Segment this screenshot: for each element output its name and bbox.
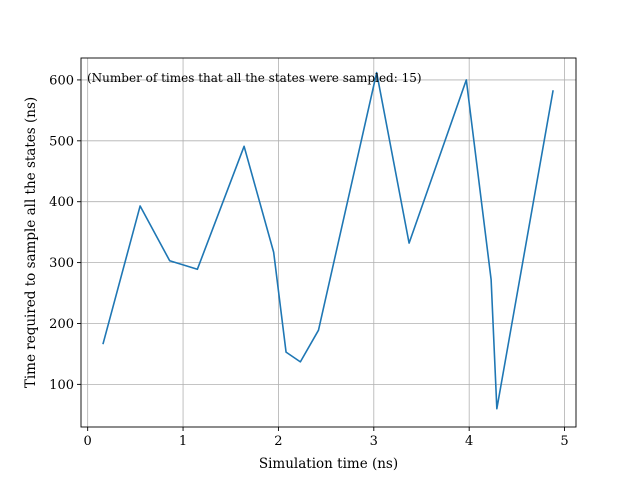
x-tick-label: 4 (465, 434, 473, 449)
x-tick-label: 0 (84, 434, 92, 449)
y-tick-label: 500 (49, 134, 74, 149)
chart-annotation: (Number of times that all the states wer… (87, 71, 422, 85)
y-tick-label: 600 (49, 73, 74, 88)
axis-ticks: 0 1 2 3 4 5 100 200 300 400 500 600 (49, 73, 569, 449)
x-tick-label: 3 (370, 434, 378, 449)
y-tick-label: 300 (49, 256, 74, 271)
y-tick-label: 400 (49, 195, 74, 210)
x-tick-label: 2 (274, 434, 282, 449)
plot-lines (102, 71, 554, 410)
plot-frame (80, 57, 577, 428)
series-line (102, 71, 554, 410)
x-axis-label: Simulation time (ns) (259, 456, 398, 472)
x-tick-label: 1 (179, 434, 187, 449)
y-tick-label: 100 (49, 378, 74, 393)
grid-lines (81, 58, 576, 427)
y-tick-label: 200 (49, 317, 74, 332)
x-tick-label: 5 (560, 434, 568, 449)
y-axis-label: Time required to sample all the states (… (23, 97, 39, 388)
